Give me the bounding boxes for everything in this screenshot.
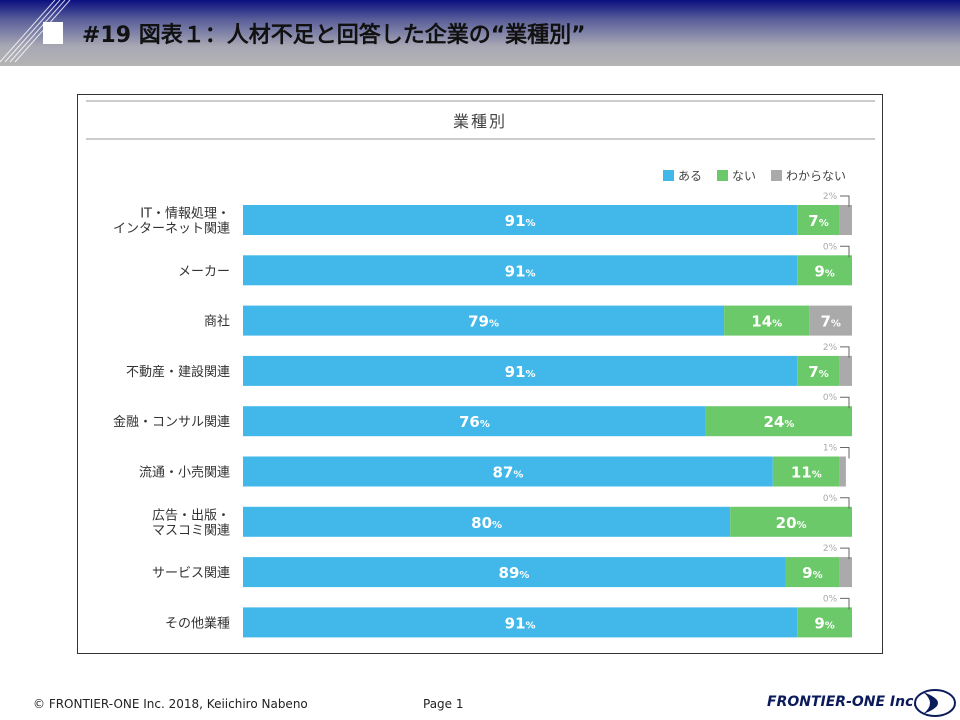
bar-1 (730, 506, 852, 537)
bar-2 (809, 305, 852, 336)
legend-label-1: ない (732, 169, 756, 183)
bar-0 (243, 205, 798, 235)
data-label-small: 2% (823, 192, 838, 202)
company-logo-text: FRONTIER-ONE Inc. (767, 694, 919, 710)
bar-1 (724, 305, 810, 336)
legend-label-2: わからない (786, 169, 846, 183)
bar-2 (839, 456, 846, 487)
category-label: IT・情報処理・ (140, 207, 230, 222)
chart-frame: 業種別 ある ない わからない IT・情報処理・ インターネット関連 91% 7% 2% メーカー… (77, 94, 883, 654)
company-logo-icon (914, 689, 956, 717)
bar-1 (797, 607, 852, 638)
bar-1 (797, 205, 840, 235)
bar-2 (839, 355, 852, 386)
category-label: 不動産・建設関連 (126, 364, 230, 380)
legend-swatch-0 (663, 170, 674, 181)
category-label: 商社 (204, 314, 230, 330)
leader-line (840, 195, 850, 207)
category-label: サービス関連 (152, 566, 230, 581)
leader-line (840, 396, 850, 409)
bar-0 (243, 456, 773, 487)
bar-2 (839, 205, 852, 235)
bar-1 (772, 456, 840, 487)
leader-line (840, 497, 850, 509)
legend-label-0: ある (678, 169, 702, 183)
category-label: 広告・出版・ (152, 508, 230, 523)
bar-1 (705, 406, 852, 437)
data-label-small: 0% (823, 242, 838, 252)
page-number: Page 1 (423, 697, 464, 711)
slide-header: #19 図表１：人材不足と回答した企業の“業種別” (0, 0, 960, 66)
bar-1 (797, 355, 840, 386)
bar-0 (243, 305, 725, 336)
bar-1 (785, 557, 840, 588)
leader-line (840, 547, 850, 560)
chart-title: 業種別 (453, 112, 507, 131)
bar-2 (839, 557, 852, 588)
bar-0 (243, 406, 706, 437)
category-label: 流通・小売関連 (139, 465, 230, 481)
data-label-small: 0% (823, 594, 838, 604)
data-label-small: 1% (823, 444, 838, 454)
category-label: メーカー (178, 264, 230, 279)
bar-0 (243, 506, 731, 537)
category-label: 金融・コンサル関連 (113, 414, 230, 430)
page-title: #19 図表１：人材不足と回答した企業の“業種別” (82, 23, 586, 48)
bar-1 (797, 255, 852, 286)
data-label-small: 2% (823, 343, 838, 353)
legend-swatch-1 (717, 170, 728, 181)
bar-0 (243, 607, 798, 638)
data-label-small: 2% (823, 544, 838, 554)
decorative-lines-icon (0, 0, 71, 63)
bar-0 (243, 255, 798, 286)
data-label-small: 0% (823, 393, 838, 403)
bar-0 (243, 557, 786, 588)
bar-0 (243, 355, 798, 386)
leader-line (840, 597, 850, 610)
copyright: © FRONTIER-ONE Inc. 2018, Keiichiro Nabe… (33, 697, 308, 711)
category-label: その他業種 (165, 615, 230, 631)
category-label: マスコミ関連 (152, 523, 230, 538)
data-label-small: 0% (823, 494, 838, 504)
leader-line (840, 346, 850, 358)
title-square-icon (43, 22, 63, 44)
leader-line (840, 447, 850, 459)
leader-line (840, 245, 850, 258)
category-label: インターネット関連 (113, 222, 230, 237)
legend-swatch-2 (771, 170, 782, 181)
